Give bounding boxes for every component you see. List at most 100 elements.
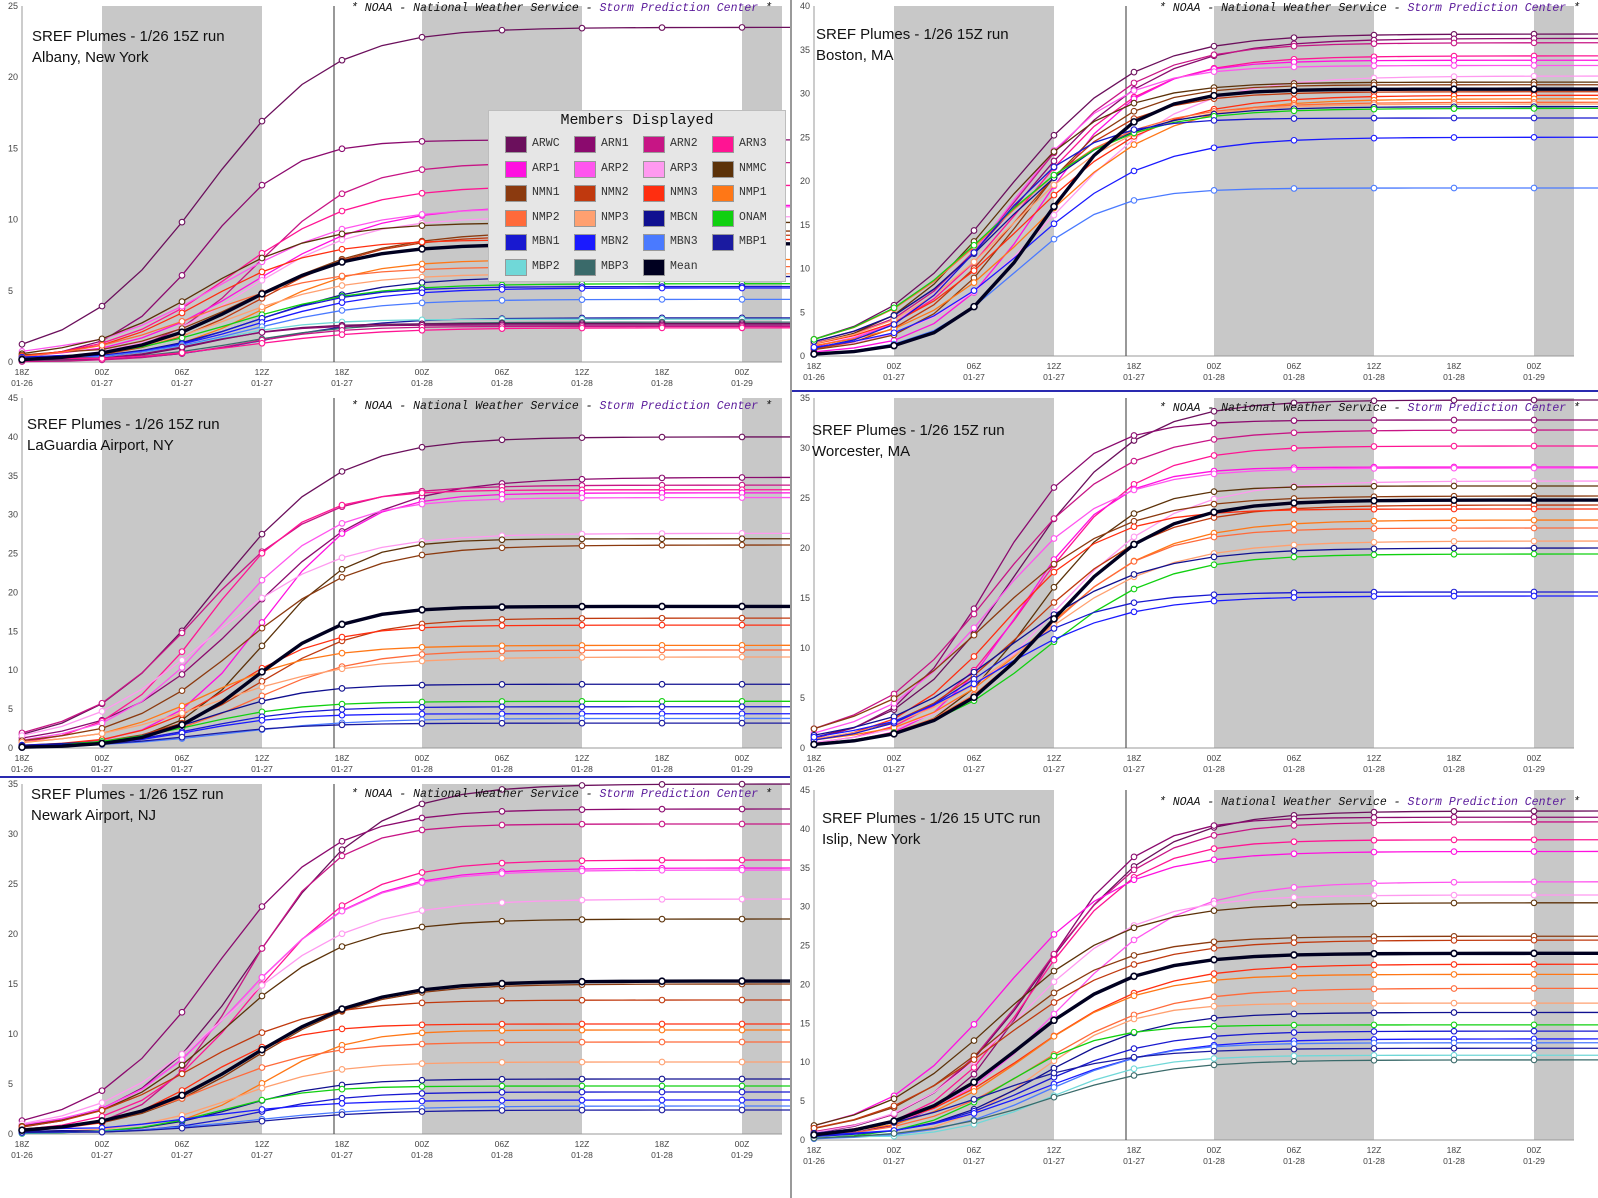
member-point [1450, 878, 1458, 886]
member-point [1130, 992, 1138, 1000]
panel-title: SREF Plumes - 1/26 15 UTC run Islip, New… [822, 808, 1040, 850]
member-point [970, 1064, 978, 1071]
member-point [1050, 568, 1058, 576]
mean-line [813, 951, 1598, 1137]
member-point [418, 814, 426, 822]
y-tick-label: 0 [8, 1129, 13, 1139]
member-point [98, 302, 106, 310]
member-line [813, 467, 1598, 734]
banner-noaa: NOAA [364, 2, 393, 15]
member-point [418, 289, 426, 297]
member-point [1210, 1032, 1218, 1040]
mean-series [18, 977, 790, 1134]
member-line [813, 821, 1598, 1133]
noaa-banner: * NOAA - National Weather Service - Stor… [351, 400, 772, 413]
member-point [1450, 396, 1458, 404]
member-series [810, 1027, 1598, 1140]
member-point [1530, 971, 1538, 978]
member-point [1530, 133, 1538, 141]
member-point [1050, 599, 1058, 606]
x-tick-date: 01-28 [651, 1150, 673, 1160]
member-series [18, 494, 790, 744]
member-line [813, 466, 1598, 745]
x-tick-date: 01-27 [1123, 372, 1145, 382]
member-point [258, 254, 266, 262]
member-point [178, 648, 186, 656]
plot-boston: 051015202530354018Z01-2600Z01-2706Z01-27… [800, 1, 1598, 382]
run-title: SREF Plumes - 1/26 15Z run [32, 28, 225, 45]
member-point [738, 621, 746, 629]
panel-boston: 0 5 10 15 20 25 30 35 40 18Z 01-26 00Z 01-27 06Z 01-27… [792, 0, 1598, 390]
member-point [1370, 1045, 1378, 1052]
member-point [578, 719, 586, 727]
banner-star-left: * [350, 2, 358, 15]
member-series [810, 1056, 1598, 1142]
legend-label: ARP1 [532, 161, 560, 175]
member-point [1050, 931, 1058, 938]
member-point [1290, 893, 1298, 901]
y-tick-label: 20 [8, 929, 18, 939]
member-point [1210, 68, 1218, 76]
member-line [813, 1038, 1598, 1137]
member-line [813, 429, 1598, 730]
x-tick-label: 00Z [887, 753, 902, 763]
member-point [738, 895, 746, 903]
y-tick-label: 25 [8, 549, 18, 559]
member-point [1290, 520, 1298, 528]
member-point [1370, 525, 1378, 532]
member-point [738, 996, 746, 1004]
member-line [21, 1023, 790, 1132]
mean-point [890, 729, 898, 738]
member-point [1290, 417, 1298, 424]
member-point [498, 681, 506, 688]
member-point [1370, 134, 1378, 142]
shaded-period [742, 784, 782, 1134]
member-point [178, 343, 186, 351]
banner-noaa: NOAA [1172, 2, 1201, 15]
member-point [1370, 836, 1378, 844]
mean-point [98, 739, 106, 748]
banner-noaa: NOAA [364, 400, 393, 413]
member-point [738, 296, 746, 303]
member-point [738, 646, 746, 654]
member-point [178, 1008, 186, 1016]
member-point [1370, 545, 1378, 553]
legend-label: MBN2 [601, 235, 629, 248]
member-point [658, 1058, 666, 1066]
member-point [1450, 999, 1458, 1007]
legend-swatch [712, 136, 734, 153]
member-point [338, 685, 346, 692]
member-point [498, 807, 506, 815]
member-point [1530, 936, 1538, 944]
x-tick-label: 12Z [255, 367, 270, 377]
mean-point [1450, 949, 1458, 958]
member-point [1530, 516, 1538, 524]
member-point [658, 1096, 666, 1104]
member-point [338, 530, 346, 537]
mean-point [1290, 86, 1298, 95]
member-point [658, 24, 666, 31]
member-point [738, 703, 746, 711]
member-point [578, 1096, 586, 1104]
member-point [498, 325, 506, 332]
member-point [258, 181, 266, 189]
banner-nws: National Weather Service [1221, 402, 1387, 415]
x-tick-label: 06Z [1287, 361, 1302, 371]
member-point [1370, 427, 1378, 435]
legend-swatch [505, 234, 527, 251]
member-point [1450, 807, 1458, 815]
member-point [578, 24, 586, 32]
member-point [1530, 505, 1538, 513]
legend-label: ARN3 [739, 137, 767, 150]
legend-swatch [643, 136, 665, 153]
member-point [1530, 818, 1538, 826]
x-tick-date: 01-29 [731, 378, 753, 388]
member-point [338, 1085, 346, 1093]
member-point [1210, 51, 1218, 59]
member-point [890, 1130, 898, 1137]
member-point [18, 340, 26, 348]
member-point [890, 304, 898, 312]
member-line [813, 1054, 1598, 1139]
member-point [418, 541, 426, 548]
member-line [21, 624, 790, 747]
